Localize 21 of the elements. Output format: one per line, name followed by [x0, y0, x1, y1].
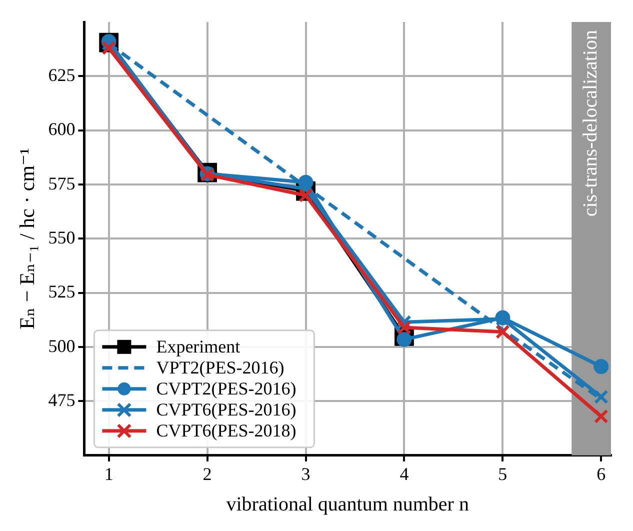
- x-tick-label: 4: [400, 464, 409, 484]
- y-tick-label: 600: [48, 119, 76, 140]
- y-axis-title: Eₙ − Eₙ₋₁ / hc · cm⁻¹: [15, 148, 40, 330]
- y-tick-label: 575: [48, 173, 76, 194]
- y-tick-label: 550: [48, 227, 76, 248]
- x-tick-label: 6: [596, 464, 606, 484]
- x-tick-label: 5: [498, 464, 508, 484]
- x-tick-label: 3: [301, 464, 310, 484]
- legend-label: CVPT6(PES-2018): [156, 420, 296, 441]
- band-label: cis-trans-delocalization: [580, 30, 602, 217]
- legend-label: CVPT6(PES-2016): [156, 400, 296, 420]
- legend-label: CVPT2(PES-2016): [156, 378, 296, 399]
- y-tick-label: 475: [48, 390, 76, 410]
- x-axis-title: vibrational quantum number n: [226, 493, 469, 516]
- x-tick-label: 1: [104, 464, 114, 484]
- x-tick-label: 2: [202, 464, 212, 484]
- y-tick-label: 500: [48, 336, 76, 356]
- y-tick-label: 625: [48, 64, 76, 85]
- legend-label: Experiment: [156, 336, 240, 357]
- y-tick-label: 525: [48, 282, 76, 302]
- legend-label: VPT2(PES-2016): [156, 358, 284, 378]
